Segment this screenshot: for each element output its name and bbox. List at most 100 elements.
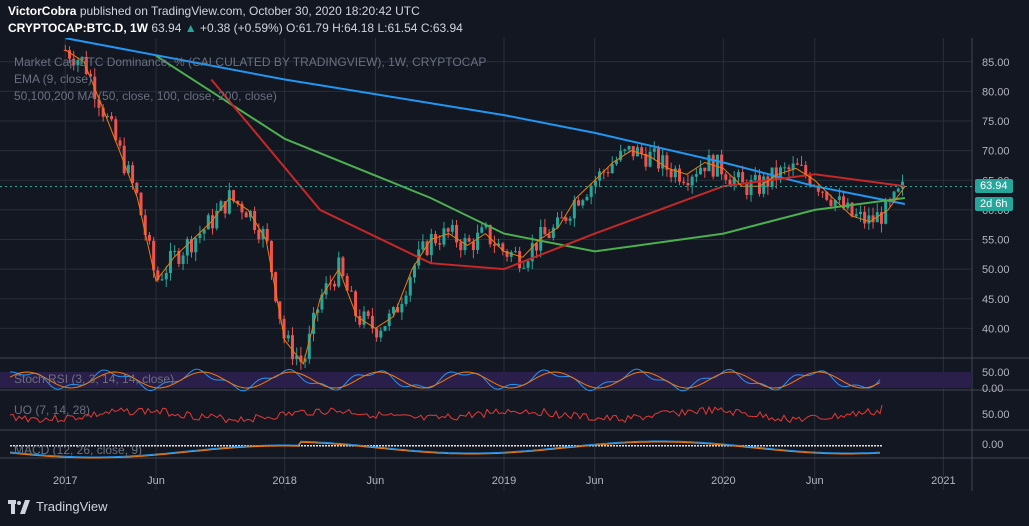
author-name[interactable]: VictorCobra [8,4,77,18]
candle-body [783,167,787,169]
macd-hist-bar [781,445,783,447]
candle-body [501,243,505,252]
macd-hist-bar [448,445,450,447]
y-tick-label: 85.00 [982,57,1010,69]
macd-hist-bar [103,445,105,447]
candle-body [795,163,799,165]
candle-body [614,160,618,165]
candle-body [139,192,143,216]
price-chart[interactable]: 2017 Jun 2018 Jun 2019 Jun 2020 Jun 2021 85.00 80.… [0,38,1029,491]
y-tick-label: 75.00 [982,116,1010,128]
tradingview-logo-icon [8,499,30,514]
macd-hist-bar [619,445,621,447]
candle-body [232,190,236,201]
macd-hist-bar [166,445,168,447]
candle-body [299,355,303,362]
candle-body [703,167,707,172]
macd-hist-bar [850,445,852,447]
candle-body [556,217,560,228]
macd-hist-bar [163,445,165,447]
candle-body [568,218,572,221]
macd-hist-bar [70,445,72,447]
macd-hist-bar [118,445,120,447]
macd-hist-bar [145,445,147,447]
legend-ema[interactable]: EMA (9, close) [14,72,93,86]
macd-hist-bar [718,445,720,447]
macd-hist-bar [307,445,309,447]
candle-body [745,182,749,195]
candle-body [871,215,875,223]
candle-body [164,272,168,280]
candle-body [673,168,677,178]
candle-body [190,239,194,253]
macd-hist-bar [505,445,507,447]
candle-body [101,107,105,117]
macd-hist-bar [700,445,702,447]
macd-hist-bar [343,445,345,447]
candle-body [833,200,837,206]
macd-hist-bar [424,445,426,447]
macd-hist-bar [304,445,306,447]
legend-stoch-rsi[interactable]: Stoch RSI (3, 3, 14, 14, close) [14,372,175,386]
candle-body [720,154,724,175]
macd-hist-bar [121,445,123,447]
macd-hist-bar [799,445,801,447]
x-tick-label: Jun [586,475,604,487]
candle-body [391,307,395,314]
macd-hist-bar [382,445,384,447]
y-tick-label: 80.00 [982,86,1010,98]
footer: TradingView [0,491,1029,526]
legend-macd[interactable]: MACD (12, 26, close, 9) [14,443,143,457]
candle-body [842,196,846,209]
countdown-tag: 2d 6h [975,197,1013,211]
macd-hist-bar [397,445,399,447]
candle-body [850,202,854,217]
symbol-name[interactable]: CRYPTOCAP:BTC.D, 1W [8,21,149,35]
legend-uo[interactable]: UO (7, 14, 28) [14,403,91,417]
macd-hist-bar [649,445,651,447]
legend-ma[interactable]: 50,100,200 MA (50, close, 100, close, 20… [14,89,277,103]
candle-body [774,167,778,180]
macd-hist-bar [511,445,513,447]
ema-line [65,49,906,366]
macd-hist-bar [595,445,597,447]
macd-hist-bar [379,445,381,447]
uo-tick-label: 50.00 [982,409,1010,421]
macd-hist-bar [760,445,762,447]
macd-hist-bar [793,445,795,447]
y-tick-label: 55.00 [982,235,1010,247]
candle-body [560,217,564,219]
macd-hist-bar [232,445,234,447]
macd-hist-bar [487,445,489,447]
macd-hist-bar [466,445,468,447]
candle-body [156,270,160,280]
y-tick-label: 50.00 [982,264,1010,276]
macd-hist-bar [478,445,480,447]
macd-tick-label: 0.00 [982,439,1003,451]
candle-body [425,241,429,256]
macd-hist-bar [100,445,102,447]
macd-hist-bar [556,445,558,447]
candle-body [307,333,311,359]
candle-body [421,241,425,250]
macd-hist-bar [634,445,636,447]
macd-hist-bar [463,445,465,447]
macd-hist-bar [571,445,573,447]
candle-body [126,165,130,174]
candle-body [227,190,231,214]
tradingview-logo[interactable]: TradingView [8,499,108,514]
candle-body [89,73,93,77]
macd-hist-bar [784,445,786,447]
macd-hist-bar [310,445,312,447]
macd-hist-bar [601,445,603,447]
macd-hist-bar [526,445,528,447]
macd-hist-bar [235,445,237,447]
candle-body [648,151,652,167]
candle-body [652,148,656,152]
candle-body [610,164,614,174]
macd-hist-bar [442,445,444,447]
macd-hist-bar [238,445,240,447]
legend-main[interactable]: Market Cap BTC Dominance, % (CALCULATED … [14,55,487,69]
macd-hist-bar [712,445,714,447]
candle-body [345,275,349,291]
